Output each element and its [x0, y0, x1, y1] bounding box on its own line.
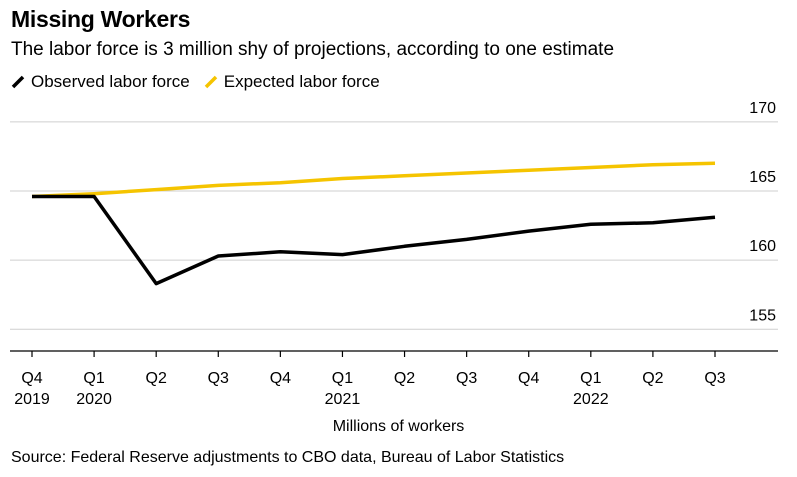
x-tick-year-0: 2019 — [14, 391, 50, 408]
x-tick-label-10: Q2 — [642, 370, 663, 387]
legend-swatch-observed — [11, 75, 25, 89]
chart-title: Missing Workers — [11, 6, 191, 32]
legend-item-expected: Expected labor force — [204, 72, 380, 92]
y-tick-label-165: 165 — [749, 169, 776, 186]
x-tick-label-8: Q4 — [518, 370, 539, 387]
y-tick-label-155: 155 — [749, 307, 776, 324]
legend-swatch-expected — [204, 75, 217, 89]
series-line-observed-labor-force — [32, 194, 716, 286]
x-tick-label-6: Q2 — [394, 370, 415, 387]
y-tick-label-170: 170 — [749, 100, 776, 117]
x-tick-label-2: Q2 — [146, 370, 167, 387]
series-line-expected-labor-force — [31, 161, 716, 199]
chart-subtitle: The labor force is 3 million shy of proj… — [11, 39, 615, 60]
x-tick-label-4: Q4 — [270, 370, 291, 387]
legend-label-observed: Observed labor force — [31, 72, 190, 91]
source-note: Source: Federal Reserve adjustments to C… — [11, 449, 565, 466]
y-tick-label-160: 160 — [749, 238, 776, 255]
legend: Observed labor force Expected labor forc… — [11, 72, 380, 92]
x-axis-label: Millions of workers — [332, 418, 465, 435]
x-tick-year-1: 2020 — [76, 391, 112, 408]
x-tick-label-3: Q3 — [208, 370, 229, 387]
x-tick-year-5: 2021 — [325, 391, 361, 408]
x-tick-label-7: Q3 — [456, 370, 477, 387]
x-tick-label-5: Q1 — [332, 370, 353, 387]
x-tick-label-11: Q3 — [704, 370, 725, 387]
legend-item-observed: Observed labor force — [11, 72, 190, 92]
x-tick-year-9: 2022 — [573, 391, 609, 408]
x-tick-label-1: Q1 — [83, 370, 104, 387]
x-tick-label-0: Q4 — [21, 370, 42, 387]
legend-label-expected: Expected labor force — [223, 72, 380, 91]
x-tick-label-9: Q1 — [580, 370, 601, 387]
